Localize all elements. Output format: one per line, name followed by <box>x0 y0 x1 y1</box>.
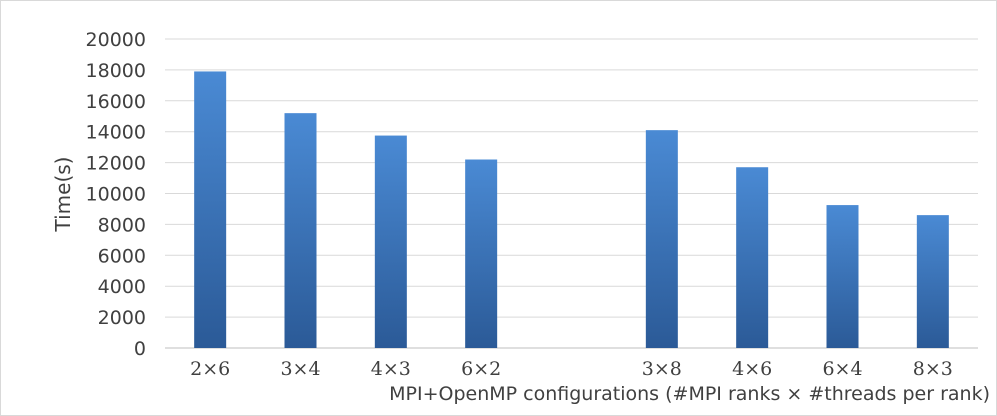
bar <box>916 215 949 348</box>
x-tick-label: 3×4 <box>280 358 320 380</box>
x-tick-label: 2×6 <box>190 358 230 380</box>
bar <box>194 71 227 348</box>
y-tick-label: 4000 <box>98 276 146 298</box>
x-tick-label: 3×8 <box>642 358 682 380</box>
x-tick-label: 6×4 <box>822 358 862 380</box>
x-tick-label: 6×2 <box>461 358 501 380</box>
y-tick-label: 8000 <box>98 214 146 236</box>
bars <box>194 71 949 348</box>
bar <box>645 130 678 348</box>
y-tick-label: 6000 <box>98 245 146 267</box>
y-tick-label: 14000 <box>86 122 146 144</box>
x-tick-labels: 2×6 3×4 4×3 6×2 3×8 4×6 6×4 8×3 <box>190 358 953 380</box>
y-tick-labels: 0 2000 4000 6000 8000 10000 12000 14000 16000 180… <box>86 29 146 360</box>
y-tick-label: 12000 <box>86 153 146 175</box>
y-tick-label: 16000 <box>86 91 146 113</box>
bar <box>465 159 498 348</box>
bar <box>826 205 859 348</box>
bar <box>284 113 317 348</box>
x-axis-title: MPI+OpenMP configurations (#MPI ranks × … <box>389 383 990 405</box>
y-tick-label: 0 <box>134 338 146 360</box>
x-tick-label: 8×3 <box>913 358 953 380</box>
x-tick-label: 4×6 <box>732 358 772 380</box>
y-tick-label: 20000 <box>86 29 146 51</box>
y-tick-label: 18000 <box>86 60 146 82</box>
y-axis-title: Time(s) <box>51 157 75 233</box>
x-tick-label: 4×3 <box>371 358 411 380</box>
bar <box>374 135 407 348</box>
y-tick-label: 2000 <box>98 307 146 329</box>
y-tick-label: 10000 <box>86 184 146 206</box>
bar <box>736 167 769 348</box>
